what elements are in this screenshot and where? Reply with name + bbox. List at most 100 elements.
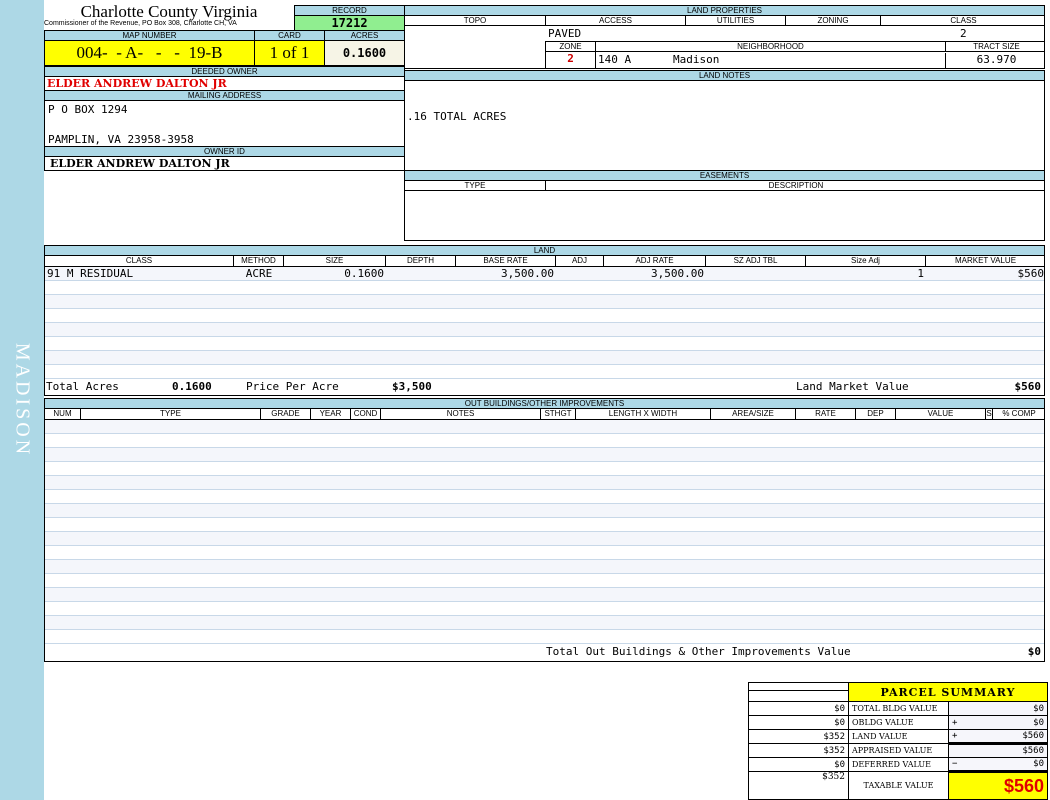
col-description: DESCRIPTION xyxy=(546,181,1044,191)
outbuilding-col-header: VALUE xyxy=(896,409,986,419)
outbuilding-row xyxy=(45,434,1044,448)
outbuilding-row xyxy=(45,546,1044,560)
zone-label: ZONE xyxy=(546,42,596,52)
price-per-acre-label: Price Per Acre xyxy=(246,380,339,393)
land-cell-adj_rate: 3,500.00 xyxy=(651,267,704,280)
col-utilities: UTILITIES xyxy=(686,16,786,26)
summary-value: $0 xyxy=(1033,759,1044,769)
total-acres-label: Total Acres xyxy=(46,380,119,393)
mailing-address: P O BOX 1294 PAMPLIN, VA 23958-3958 xyxy=(44,100,405,147)
land-col-header: SIZE xyxy=(284,256,386,266)
land-market-value: $560 xyxy=(1014,380,1042,393)
address-line-1: P O BOX 1294 xyxy=(48,103,128,116)
zone-table: ZONE NEIGHBORHOOD TRACT SIZE 2 140 A Mad… xyxy=(545,41,1044,68)
outbuilding-row xyxy=(45,588,1044,602)
summary-operator: + xyxy=(952,717,958,728)
outbuildings-total-label: Total Out Buildings & Other Improvements… xyxy=(546,645,851,658)
col-topo: TOPO xyxy=(405,16,546,26)
land-row xyxy=(45,351,1044,365)
col-class: CLASS xyxy=(881,16,1044,26)
land-notes: .16 TOTAL ACRES xyxy=(404,80,1045,171)
record-number: 17212 xyxy=(294,15,405,31)
sidebar xyxy=(0,0,44,800)
outbuilding-row xyxy=(45,574,1044,588)
land-col-header: ADJ RATE xyxy=(604,256,706,266)
summary-row: $352 LAND VALUE + $560 xyxy=(748,729,1048,744)
summary-prior-value: $0 xyxy=(748,715,849,730)
parcel-summary: PARCEL SUMMARY $0 TOTAL BLDG VALUE $0 $0 OBL… xyxy=(748,682,1048,800)
outbuilding-row xyxy=(45,420,1044,434)
outbuilding-col-header: AREA/SIZE xyxy=(711,409,796,419)
class-value: 2 xyxy=(960,27,967,40)
land-col-header: ADJ xyxy=(556,256,604,266)
land-col-header: MARKET VALUE xyxy=(926,256,1044,266)
land-row xyxy=(45,337,1044,351)
summary-value: $560 xyxy=(1022,731,1044,741)
summary-label: TOTAL BLDG VALUE xyxy=(848,701,949,716)
outbuildings-table: NUM TYPE GRADE YEAR COND NOTES STHGT LENGTH X W… xyxy=(44,408,1045,662)
summary-prior-value: $352 xyxy=(748,729,849,744)
tract-size: 63.970 xyxy=(976,53,1017,66)
outbuilding-row xyxy=(45,602,1044,616)
col-zoning: ZONING xyxy=(786,16,881,26)
outbuilding-col-header: STHGT xyxy=(541,409,576,419)
neighborhood-code: 140 A xyxy=(598,53,946,68)
page-title: Charlotte County Virginia xyxy=(80,2,258,21)
outbuilding-row xyxy=(45,490,1044,504)
acres-value: 0.1600 xyxy=(324,40,405,66)
summary-row: $0 DEFERRED VALUE − $0 xyxy=(748,757,1048,773)
summary-label: LAND VALUE xyxy=(848,729,949,744)
sidebar-label: MADISON xyxy=(11,342,34,458)
taxable-label: TAXABLE VALUE xyxy=(848,771,949,800)
summary-value: $0 xyxy=(1033,717,1044,728)
outbuilding-row xyxy=(45,476,1044,490)
land-col-header: DEPTH xyxy=(386,256,456,266)
summary-row: $0 OBLDG VALUE + $0 xyxy=(748,715,1048,730)
summary-value: $0 xyxy=(1033,703,1044,714)
outbuilding-col-header: YEAR xyxy=(311,409,351,419)
outbuildings-total: $0 xyxy=(1027,645,1041,658)
address-line-2: PAMPLIN, VA 23958-3958 xyxy=(48,133,194,146)
summary-row: $0 TOTAL BLDG VALUE $0 xyxy=(748,701,1048,716)
outbuilding-col-header: COND xyxy=(351,409,381,419)
outbuilding-row xyxy=(45,504,1044,518)
land-market-value-label: Land Market Value xyxy=(796,380,909,393)
land-properties: TOPO ACCESS UTILITIES ZONING CLASS PAVED… xyxy=(404,15,1045,69)
land-row xyxy=(45,365,1044,379)
deeded-owner: ELDER ANDREW DALTON JR xyxy=(44,76,405,91)
outbuilding-col-header: DEP xyxy=(856,409,896,419)
owner-id: ELDER ANDREW DALTON JR xyxy=(44,156,405,171)
outbuilding-row xyxy=(45,630,1044,644)
land-cell-class: 91 M RESIDUAL xyxy=(47,267,134,280)
zone-value: 2 xyxy=(546,52,596,68)
outbuilding-col-header: % COMP xyxy=(993,409,1044,419)
outbuilding-row xyxy=(45,462,1044,476)
land-cell-market: $560 xyxy=(1017,267,1045,280)
summary-prior-value: $352 xyxy=(748,743,849,758)
land-notes-text: .16 TOTAL ACRES xyxy=(407,110,507,123)
summary-value: $560 xyxy=(1022,746,1044,756)
outbuilding-col-header: LENGTH X WIDTH xyxy=(576,409,711,419)
neighborhood-name: Madison xyxy=(673,53,720,66)
outbuilding-row xyxy=(45,448,1044,462)
page-subtitle: Commissioner of the Revenue, PO Box 308,… xyxy=(44,20,237,27)
land-col-header: BASE RATE xyxy=(456,256,556,266)
outbuilding-col-header: S xyxy=(986,409,993,419)
price-per-acre: $3,500 xyxy=(392,380,432,393)
taxable-left: $352 xyxy=(748,771,849,800)
outbuilding-row xyxy=(45,518,1044,532)
summary-operator: − xyxy=(952,759,958,769)
land-col-header: METHOD xyxy=(234,256,284,266)
outbuilding-col-header: NOTES xyxy=(381,409,541,419)
outbuilding-row xyxy=(45,532,1044,546)
summary-label: DEFERRED VALUE xyxy=(848,757,949,772)
neighborhood-label: NEIGHBORHOOD xyxy=(596,42,946,52)
summary-row: $352 APPRAISED VALUE $560 xyxy=(748,742,1048,758)
land-row: 91 M RESIDUAL ACRE 0.1600 3,500.00 3,500.00 1… xyxy=(45,267,1044,281)
taxable-value: $560 xyxy=(948,771,1048,800)
outbuilding-col-header: RATE xyxy=(796,409,856,419)
land-col-header: Size Adj xyxy=(806,256,926,266)
land-cell-size_adj: 1 xyxy=(917,267,924,280)
land-cell-base: 3,500.00 xyxy=(501,267,554,280)
land-col-header: CLASS xyxy=(45,256,234,266)
